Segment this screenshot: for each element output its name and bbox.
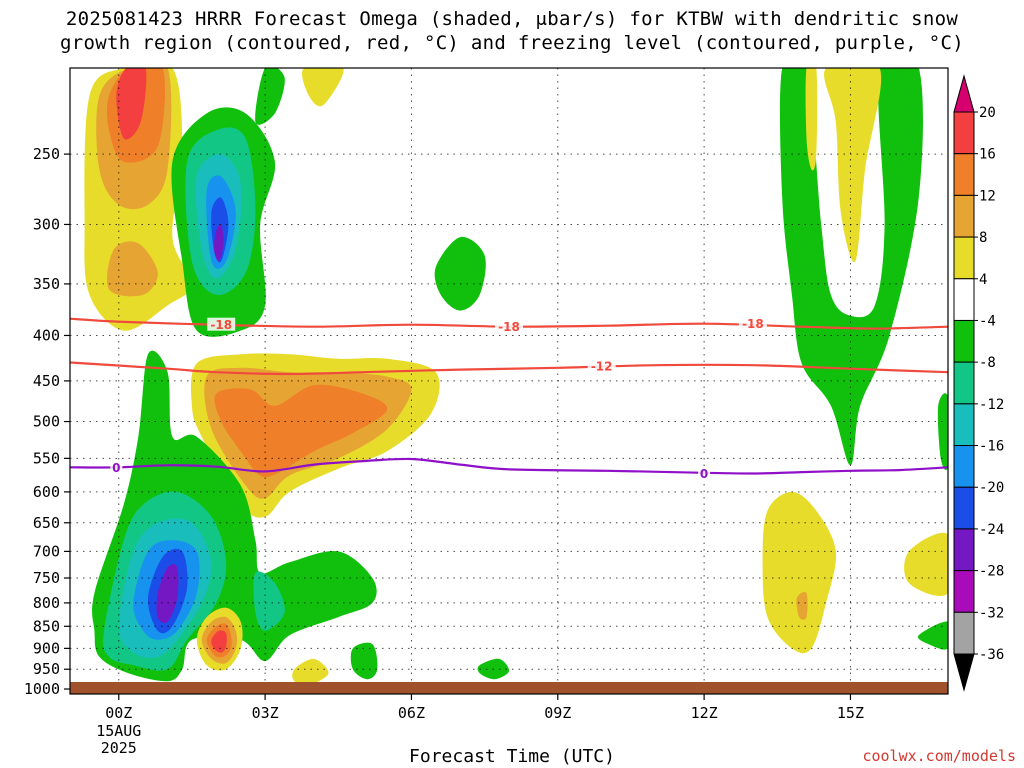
omega-region-4 bbox=[106, 241, 158, 297]
ground-surface bbox=[70, 682, 948, 694]
x-tick-label-09Z: 09Z bbox=[544, 704, 571, 722]
contour-label-1-0: -12 bbox=[591, 360, 613, 374]
y-tick-label-300: 300 bbox=[33, 215, 60, 233]
colorbar-label-9: -20 bbox=[979, 480, 1004, 496]
colorbar-label-7: -12 bbox=[979, 397, 1004, 413]
colorbar-box-3 bbox=[953, 236, 975, 280]
y-tick-label-350: 350 bbox=[33, 275, 60, 293]
colorbar-box-11 bbox=[953, 570, 975, 613]
y-tick-label-600: 600 bbox=[33, 483, 60, 501]
contour-label-0-1: -18 bbox=[498, 320, 520, 334]
colorbar-label-5: -4 bbox=[979, 313, 996, 329]
colorbar-label-10: -24 bbox=[979, 522, 1004, 538]
y-tick-label-900: 900 bbox=[33, 639, 60, 657]
contours: -18 -18 -18 -12 0 0 bbox=[70, 316, 948, 481]
omega-region-26 bbox=[350, 642, 378, 680]
chart-title-line-1: 2025081423 HRRR Forecast Omega (shaded, … bbox=[65, 8, 959, 30]
colorbar-box-5 bbox=[953, 319, 975, 363]
contour-label-bg-2-1 bbox=[698, 466, 711, 480]
x-axis-label: Forecast Time (UTC) bbox=[409, 746, 615, 767]
omega-region-30 bbox=[255, 68, 285, 125]
omega-region-19 bbox=[156, 564, 179, 624]
omega-region-28 bbox=[292, 658, 329, 686]
colorbar-label-11: -28 bbox=[979, 564, 1004, 580]
omega-shading bbox=[84, 68, 948, 686]
y-tick-label-950: 950 bbox=[33, 660, 60, 678]
omega-region-29 bbox=[302, 68, 344, 107]
omega-region-24 bbox=[211, 630, 227, 653]
colorbar-box-0 bbox=[953, 111, 975, 155]
y-tick-label-250: 250 bbox=[33, 145, 60, 163]
colorbar-box-7 bbox=[953, 403, 975, 447]
colorbar-label-13: -36 bbox=[979, 647, 1004, 663]
y-tick-label-850: 850 bbox=[33, 617, 60, 635]
contour-line-1 bbox=[70, 361, 948, 376]
y-tick-label-450: 450 bbox=[33, 372, 60, 390]
colorbar-box-2 bbox=[953, 194, 975, 238]
omega-region-32 bbox=[805, 68, 818, 171]
y-tick-label-500: 500 bbox=[33, 413, 60, 431]
colorbar-label-4: 4 bbox=[979, 272, 987, 288]
y-tick-label-1000: 1000 bbox=[24, 680, 60, 698]
y-tick-label-400: 400 bbox=[33, 326, 60, 344]
x-tick-label-03Z: 03Z bbox=[252, 704, 279, 722]
omega-region-31 bbox=[779, 68, 923, 466]
colorbar-bottom-arrow bbox=[953, 653, 975, 692]
x-tick-sublabel-1: 2025 bbox=[101, 739, 137, 757]
contour-label-2-0: 0 bbox=[112, 461, 120, 475]
colorbar-label-2: 12 bbox=[979, 188, 996, 204]
omega-region-35 bbox=[796, 592, 808, 620]
y-tick-label-700: 700 bbox=[33, 542, 60, 560]
x-tick-label-06Z: 06Z bbox=[398, 704, 425, 722]
chart-title-line-2: growth region (contoured, red, °C) and f… bbox=[60, 32, 964, 54]
omega-region-37 bbox=[918, 621, 948, 650]
credit-link[interactable]: coolwx.com/models bbox=[862, 747, 1016, 765]
omega-region-13 bbox=[214, 384, 388, 478]
omega-region-36 bbox=[904, 532, 948, 596]
colorbar-box-4 bbox=[953, 278, 975, 321]
colorbar-label-1: 16 bbox=[979, 147, 996, 163]
colorbar-top-arrow bbox=[953, 74, 975, 113]
contour-label-bg-2-0 bbox=[110, 460, 123, 474]
omega-region-33 bbox=[824, 68, 882, 263]
contour-label-0-2: -18 bbox=[742, 317, 764, 331]
colorbar-box-10 bbox=[953, 528, 975, 572]
omega-region-3 bbox=[116, 68, 147, 140]
contour-label-2-1: 0 bbox=[700, 467, 708, 481]
y-tick-label-800: 800 bbox=[33, 594, 60, 612]
colorbar-box-8 bbox=[953, 445, 975, 488]
contour-label-bg-0-0 bbox=[207, 317, 236, 331]
colorbar-box-1 bbox=[953, 153, 975, 196]
omega-region-10 bbox=[213, 223, 224, 262]
colorbar-label-3: 8 bbox=[979, 230, 987, 246]
omega-region-38 bbox=[937, 393, 948, 471]
colorbar-label-8: -16 bbox=[979, 439, 1004, 455]
contour-label-bg-0-1 bbox=[495, 319, 523, 333]
x-tick-label-00Z: 00Z bbox=[105, 704, 132, 722]
contour-label-0-0: -18 bbox=[210, 318, 232, 332]
omega-region-34 bbox=[762, 491, 837, 654]
contour-label-bg-1-0 bbox=[587, 359, 616, 373]
x-tick-label-15Z: 15Z bbox=[837, 704, 864, 722]
colorbar-box-12 bbox=[953, 611, 975, 655]
colorbar-box-6 bbox=[953, 361, 975, 405]
grid bbox=[70, 68, 948, 694]
y-tick-label-650: 650 bbox=[33, 514, 60, 532]
omega-region-20 bbox=[253, 571, 285, 631]
colorbar: 20 16 12 8 4 -4 -8 -12 -16 -20 -24 -28 -32 -36 bbox=[953, 74, 1004, 692]
x-tick-label-12Z: 12Z bbox=[691, 704, 718, 722]
colorbar-label-0: 20 bbox=[979, 105, 996, 121]
x-tick-sublabel-0: 15AUG bbox=[96, 722, 141, 740]
contour-line-2 bbox=[70, 457, 948, 475]
colorbar-label-6: -8 bbox=[979, 355, 996, 371]
y-tick-label-550: 550 bbox=[33, 449, 60, 467]
colorbar-label-12: -32 bbox=[979, 605, 1004, 621]
colorbar-box-9 bbox=[953, 486, 975, 530]
contour-label-bg-0-2 bbox=[738, 316, 767, 330]
y-tick-label-750: 750 bbox=[33, 569, 60, 587]
axes: 250 300 350 400 450 500 550 600 650 700 750 800 850 9… bbox=[24, 145, 864, 757]
omega-region-25 bbox=[434, 236, 486, 311]
